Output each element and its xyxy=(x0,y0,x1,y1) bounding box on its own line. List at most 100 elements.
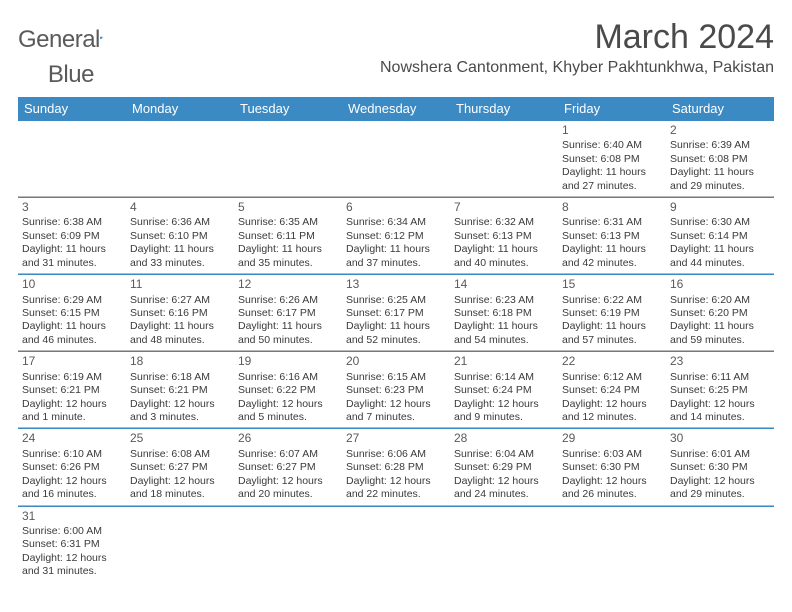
day-info-line: Sunset: 6:08 PM xyxy=(562,153,662,166)
day-info-line: Sunrise: 6:10 AM xyxy=(22,448,122,461)
day-number: 17 xyxy=(22,354,122,369)
day-number: 22 xyxy=(562,354,662,369)
day-info-line: and 5 minutes. xyxy=(238,411,338,424)
dow-sunday: Sunday xyxy=(18,97,126,121)
dow-monday: Monday xyxy=(126,97,234,121)
day-info-line: Sunrise: 6:32 AM xyxy=(454,216,554,229)
day-info-line: Sunrise: 6:34 AM xyxy=(346,216,446,229)
day-cell: 5Sunrise: 6:35 AMSunset: 6:11 PMDaylight… xyxy=(234,197,342,273)
day-info-line: Sunrise: 6:19 AM xyxy=(22,371,122,384)
day-info-line: and 9 minutes. xyxy=(454,411,554,424)
day-info-line: and 27 minutes. xyxy=(562,180,662,193)
day-cell: 21Sunrise: 6:14 AMSunset: 6:24 PMDayligh… xyxy=(450,351,558,427)
day-info-line: and 20 minutes. xyxy=(238,488,338,501)
day-info-line: Daylight: 11 hours xyxy=(670,320,770,333)
day-cell: 11Sunrise: 6:27 AMSunset: 6:16 PMDayligh… xyxy=(126,274,234,350)
day-number: 4 xyxy=(130,200,230,215)
day-info-line: Sunset: 6:18 PM xyxy=(454,307,554,320)
day-info-line: Daylight: 11 hours xyxy=(346,320,446,333)
day-cell xyxy=(666,506,774,582)
day-info-line: Sunset: 6:17 PM xyxy=(238,307,338,320)
month-title: March 2024 xyxy=(380,18,774,57)
day-cell xyxy=(18,121,126,196)
day-info-line: and 31 minutes. xyxy=(22,565,122,578)
day-info-line: Sunrise: 6:18 AM xyxy=(130,371,230,384)
day-info-line: Daylight: 11 hours xyxy=(238,243,338,256)
day-number: 31 xyxy=(22,509,122,524)
day-number: 20 xyxy=(346,354,446,369)
day-cell: 6Sunrise: 6:34 AMSunset: 6:12 PMDaylight… xyxy=(342,197,450,273)
day-info-line: Sunset: 6:14 PM xyxy=(670,230,770,243)
day-cell: 2Sunrise: 6:39 AMSunset: 6:08 PMDaylight… xyxy=(666,121,774,196)
day-info-line: Daylight: 12 hours xyxy=(346,398,446,411)
day-cell: 31Sunrise: 6:00 AMSunset: 6:31 PMDayligh… xyxy=(18,506,126,582)
day-cell: 3Sunrise: 6:38 AMSunset: 6:09 PMDaylight… xyxy=(18,197,126,273)
day-cell: 18Sunrise: 6:18 AMSunset: 6:21 PMDayligh… xyxy=(126,351,234,427)
day-info-line: and 26 minutes. xyxy=(562,488,662,501)
dow-friday: Friday xyxy=(558,97,666,121)
day-cell: 16Sunrise: 6:20 AMSunset: 6:20 PMDayligh… xyxy=(666,274,774,350)
day-number: 5 xyxy=(238,200,338,215)
day-cell xyxy=(342,506,450,582)
day-number: 8 xyxy=(562,200,662,215)
day-info-line: and 12 minutes. xyxy=(562,411,662,424)
day-info-line: Sunrise: 6:35 AM xyxy=(238,216,338,229)
day-info-line: Sunrise: 6:20 AM xyxy=(670,294,770,307)
day-info-line: and 46 minutes. xyxy=(22,334,122,347)
week-row: 17Sunrise: 6:19 AMSunset: 6:21 PMDayligh… xyxy=(18,351,774,428)
day-cell: 14Sunrise: 6:23 AMSunset: 6:18 PMDayligh… xyxy=(450,274,558,350)
day-number: 6 xyxy=(346,200,446,215)
day-info-line: Daylight: 12 hours xyxy=(562,475,662,488)
day-info-line: Sunset: 6:20 PM xyxy=(670,307,770,320)
day-info-line: and 50 minutes. xyxy=(238,334,338,347)
day-info-line: and 40 minutes. xyxy=(454,257,554,270)
day-info-line: Daylight: 11 hours xyxy=(22,243,122,256)
day-info-line: Sunset: 6:15 PM xyxy=(22,307,122,320)
title-block: March 2024 Nowshera Cantonment, Khyber P… xyxy=(380,18,774,77)
day-info-line: Daylight: 12 hours xyxy=(130,398,230,411)
day-info-line: Daylight: 11 hours xyxy=(562,166,662,179)
day-number: 23 xyxy=(670,354,770,369)
day-info-line: Sunset: 6:30 PM xyxy=(670,461,770,474)
day-info-line: and 42 minutes. xyxy=(562,257,662,270)
week-row: 10Sunrise: 6:29 AMSunset: 6:15 PMDayligh… xyxy=(18,274,774,351)
day-info-line: Sunset: 6:19 PM xyxy=(562,307,662,320)
day-info-line: and 3 minutes. xyxy=(130,411,230,424)
day-info-line: Daylight: 12 hours xyxy=(22,552,122,565)
day-cell: 29Sunrise: 6:03 AMSunset: 6:30 PMDayligh… xyxy=(558,428,666,504)
day-info-line: Sunset: 6:25 PM xyxy=(670,384,770,397)
day-info-line: Sunrise: 6:14 AM xyxy=(454,371,554,384)
day-info-line: and 44 minutes. xyxy=(670,257,770,270)
day-info-line: Sunrise: 6:36 AM xyxy=(130,216,230,229)
day-info-line: Sunset: 6:22 PM xyxy=(238,384,338,397)
day-cell: 24Sunrise: 6:10 AMSunset: 6:26 PMDayligh… xyxy=(18,428,126,504)
logo-text-2: Blue xyxy=(48,61,94,89)
day-info-line: Sunset: 6:13 PM xyxy=(562,230,662,243)
day-cell: 20Sunrise: 6:15 AMSunset: 6:23 PMDayligh… xyxy=(342,351,450,427)
day-info-line: Sunrise: 6:12 AM xyxy=(562,371,662,384)
day-info-line: Sunrise: 6:30 AM xyxy=(670,216,770,229)
day-number: 27 xyxy=(346,431,446,446)
day-info-line: Daylight: 11 hours xyxy=(346,243,446,256)
day-cell xyxy=(558,506,666,582)
day-info-line: and 33 minutes. xyxy=(130,257,230,270)
day-info-line: and 48 minutes. xyxy=(130,334,230,347)
day-number: 11 xyxy=(130,277,230,292)
day-cell: 10Sunrise: 6:29 AMSunset: 6:15 PMDayligh… xyxy=(18,274,126,350)
day-info-line: Daylight: 11 hours xyxy=(238,320,338,333)
day-info-line: Daylight: 12 hours xyxy=(22,475,122,488)
day-info-line: Sunrise: 6:08 AM xyxy=(130,448,230,461)
day-cell: 15Sunrise: 6:22 AMSunset: 6:19 PMDayligh… xyxy=(558,274,666,350)
dow-saturday: Saturday xyxy=(666,97,774,121)
week-row: 24Sunrise: 6:10 AMSunset: 6:26 PMDayligh… xyxy=(18,428,774,505)
day-info-line: Daylight: 12 hours xyxy=(562,398,662,411)
day-info-line: Sunrise: 6:27 AM xyxy=(130,294,230,307)
day-info-line: Sunset: 6:27 PM xyxy=(238,461,338,474)
day-info-line: and 16 minutes. xyxy=(22,488,122,501)
day-info-line: and 35 minutes. xyxy=(238,257,338,270)
day-info-line: Sunrise: 6:23 AM xyxy=(454,294,554,307)
day-info-line: Daylight: 12 hours xyxy=(130,475,230,488)
day-cell xyxy=(234,121,342,196)
day-info-line: Sunset: 6:29 PM xyxy=(454,461,554,474)
day-info-line: Sunrise: 6:38 AM xyxy=(22,216,122,229)
